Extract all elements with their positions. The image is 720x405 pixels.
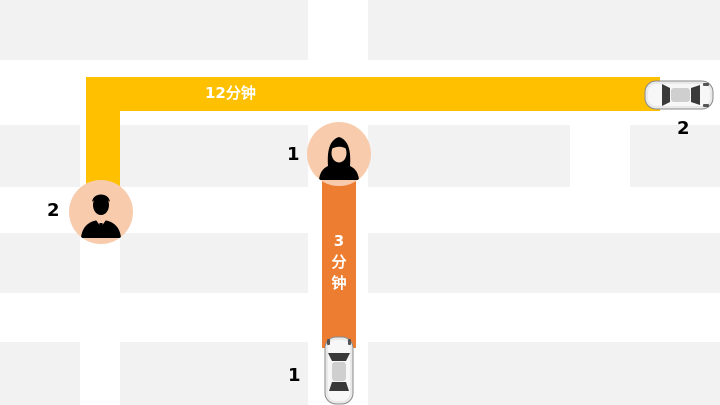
orange-route-time-label: 3 分 钟	[322, 231, 356, 294]
car-top-view-icon	[324, 336, 354, 405]
city-block	[0, 125, 80, 187]
passenger-man-avatar[interactable]	[69, 180, 133, 244]
car-2[interactable]	[644, 79, 714, 111]
orange-route-time-char: 分	[331, 253, 347, 271]
city-block	[0, 342, 80, 405]
car-1-number: 1	[288, 365, 301, 386]
man-avatar-icon	[81, 194, 121, 238]
city-block	[368, 125, 570, 187]
city-block	[630, 125, 720, 187]
orange-route-time-char: 3	[333, 232, 345, 250]
city-block	[368, 0, 720, 60]
city-block	[368, 233, 720, 293]
orange-route	[322, 160, 356, 348]
passenger-woman-number: 1	[287, 144, 300, 165]
car-1[interactable]	[323, 336, 355, 405]
city-block	[368, 342, 720, 405]
city-block	[0, 0, 308, 60]
city-block	[0, 233, 80, 293]
city-block	[120, 342, 308, 405]
yellow-route-vertical	[86, 77, 120, 197]
passenger-man-number: 2	[47, 200, 60, 221]
city-block	[120, 233, 308, 293]
passenger-woman-avatar[interactable]	[307, 122, 371, 186]
woman-avatar-icon	[319, 137, 359, 180]
yellow-route-horizontal	[86, 77, 660, 111]
car-top-view-icon	[644, 80, 714, 110]
orange-route-time-char: 钟	[331, 274, 347, 292]
yellow-route-time-label: 12分钟	[205, 84, 256, 102]
city-block	[120, 125, 308, 187]
car-2-number: 2	[677, 118, 690, 139]
